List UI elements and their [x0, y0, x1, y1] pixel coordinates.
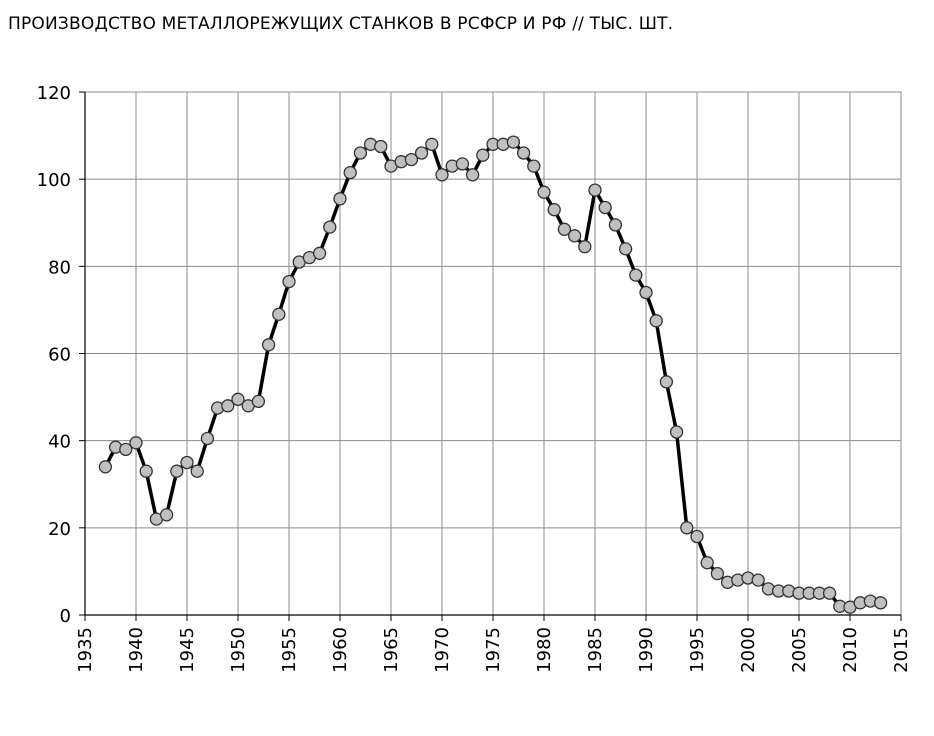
y-tick-label: 80 — [48, 257, 71, 278]
data-point — [618, 242, 633, 256]
data-point — [404, 152, 419, 167]
x-tick-label: 1975 — [483, 627, 504, 673]
data-point — [251, 394, 266, 409]
x-tick-label: 1985 — [585, 627, 606, 673]
data-point — [414, 146, 429, 160]
data-point — [200, 431, 215, 446]
y-tick-label: 100 — [37, 170, 71, 191]
data-point — [170, 464, 184, 478]
y-axis-ticks: 0 20 40 60 80 100 120 — [37, 83, 71, 627]
data-point — [639, 285, 653, 300]
x-tick-label: 1965 — [381, 627, 402, 673]
x-axis-ticks: 1935 1940 1945 1950 1955 1960 1965 1970 1975 1980… — [75, 627, 912, 673]
data-point — [129, 436, 143, 450]
data-point — [659, 375, 674, 389]
x-tick-label: 1955 — [279, 627, 300, 673]
data-point — [588, 183, 602, 197]
axes — [79, 91, 902, 621]
data-point — [700, 556, 714, 570]
data-point — [598, 200, 612, 215]
data-point — [557, 222, 572, 236]
data-point — [261, 338, 276, 352]
data-point — [312, 246, 327, 260]
data-point — [323, 220, 337, 234]
data-point — [119, 442, 133, 457]
data-point — [180, 455, 194, 470]
x-tick-label: 1960 — [330, 627, 351, 673]
data-point — [608, 218, 623, 232]
data-point — [333, 192, 347, 206]
data-point — [159, 508, 174, 522]
x-tick-label: 1990 — [636, 627, 657, 673]
data-point — [455, 157, 470, 171]
data-point — [527, 159, 541, 173]
data-point — [435, 168, 449, 182]
data-point — [567, 229, 582, 243]
data-point — [190, 464, 204, 478]
data-point — [516, 146, 531, 160]
gridlines — [84, 91, 902, 616]
x-tick-label: 1935 — [75, 627, 96, 673]
data-point — [272, 307, 286, 321]
data-point — [374, 139, 388, 154]
y-tick-label: 120 — [37, 83, 71, 104]
data-point — [537, 185, 551, 199]
x-tick-label: 2005 — [789, 627, 810, 673]
data-point — [547, 203, 561, 217]
data-point — [353, 146, 368, 160]
data-point — [343, 165, 357, 180]
data-point — [710, 566, 725, 581]
data-point — [98, 460, 113, 474]
chart-title: ПРОИЗВОДСТВО МЕТАЛЛОРЕЖУЩИХ СТАНКОВ В РС… — [8, 14, 674, 34]
y-tick-label: 0 — [60, 606, 71, 627]
data-point — [231, 392, 245, 406]
data-point — [139, 464, 153, 478]
x-tick-label: 1945 — [177, 627, 198, 673]
data-point — [680, 521, 694, 535]
data-point — [465, 168, 480, 182]
data-point — [221, 399, 235, 413]
data-point — [476, 148, 490, 162]
data-point — [282, 274, 296, 289]
data-point — [690, 529, 704, 544]
data-point — [669, 425, 684, 439]
data-point — [506, 135, 521, 149]
x-tick-label: 2010 — [840, 627, 861, 673]
x-tick-label: 1980 — [534, 627, 555, 673]
data-point — [425, 137, 439, 151]
data-point — [822, 586, 837, 600]
x-tick-label: 1950 — [228, 627, 249, 673]
series-group — [98, 135, 888, 614]
data-point — [578, 240, 592, 254]
data-point — [649, 314, 663, 328]
x-tick-label: 1995 — [687, 627, 708, 673]
y-tick-label: 60 — [48, 345, 71, 366]
data-point — [751, 573, 765, 587]
data-point — [629, 268, 643, 282]
y-tick-label: 40 — [48, 432, 71, 453]
x-tick-label: 2015 — [891, 627, 912, 673]
y-tick-label: 20 — [48, 519, 71, 540]
x-tick-label: 2000 — [738, 627, 759, 673]
data-point — [873, 596, 888, 610]
x-tick-label: 1970 — [432, 627, 453, 673]
x-tick-label: 1940 — [126, 627, 147, 673]
